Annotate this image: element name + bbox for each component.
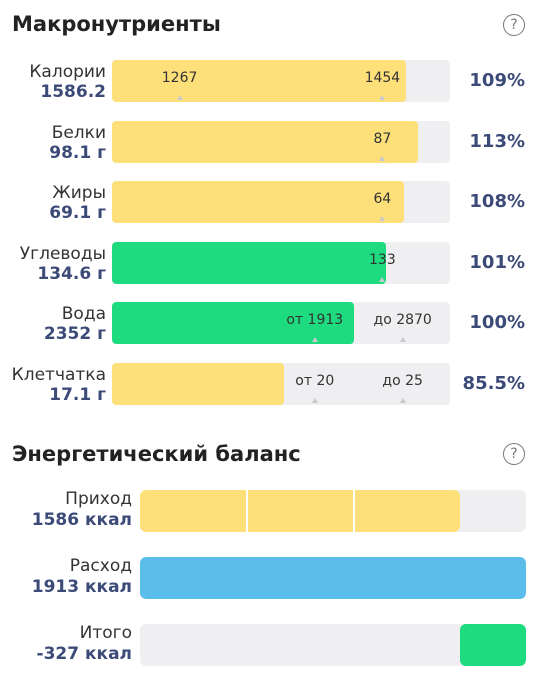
macro-progress-bar: 1267 1454	[112, 60, 450, 102]
macro-name: Жиры	[52, 183, 106, 203]
macro-progress-fill	[112, 181, 405, 223]
energy-label: Итого -327 ккал	[37, 623, 132, 665]
energy-name: Приход	[65, 489, 132, 509]
energy-bar	[140, 624, 526, 666]
macro-name: Калории	[29, 62, 106, 82]
macro-value: 69.1 г	[49, 203, 106, 223]
macro-target-label: 1454	[364, 70, 401, 86]
macros-help-icon[interactable]: ?	[503, 14, 525, 36]
macro-target-tick	[399, 337, 406, 342]
energy-value: -327 ккал	[36, 644, 132, 664]
macro-name: Углеводы	[19, 243, 106, 264]
macro-row: Клетчатка 17.1 г от 20 до 25 85.5%	[0, 362, 544, 423]
macro-target-label: от 1913	[286, 312, 344, 328]
energy-title: Энергетический баланс	[12, 442, 301, 466]
energy-value: 1586 ккал	[31, 510, 132, 530]
macro-value: 1586.2	[40, 82, 106, 102]
energy-bar-fill	[140, 490, 461, 532]
macro-row: Калории 1586.2 1267 1454 109%	[0, 60, 544, 120]
energy-bar-fill	[140, 557, 526, 599]
macro-label: Клетчатка 17.1 г	[12, 365, 106, 405]
macro-progress-bar: 64	[112, 181, 450, 223]
macro-name: Клетчатка	[11, 364, 106, 385]
macro-target-tick	[399, 397, 406, 403]
macro-label: Углеводы 134.6 г	[20, 244, 106, 284]
macro-target-label: до 2870	[373, 312, 432, 328]
macro-target-tick	[379, 216, 386, 221]
macro-value: 134.6 г	[37, 263, 106, 284]
energy-row: Приход 1586 ккал	[0, 488, 544, 534]
macro-label: Жиры 69.1 г	[49, 183, 106, 223]
macro-progress-fill	[112, 60, 407, 102]
macro-progress-fill	[112, 120, 418, 163]
macro-target-tick	[379, 155, 386, 161]
energy-bar	[140, 557, 526, 599]
macro-row: Углеводы 134.6 г 133 101%	[0, 241, 544, 302]
energy-name: Итого	[79, 623, 132, 643]
macro-target-tick	[311, 337, 318, 342]
macro-percent: 108%	[469, 191, 525, 212]
energy-bar	[140, 490, 526, 532]
macro-target-tick	[176, 95, 183, 100]
macro-target-tick	[379, 95, 386, 100]
macro-row: Вода 2352 г от 1913 до 2870 100%	[0, 302, 544, 362]
macro-percent: 113%	[469, 130, 525, 152]
macro-percent: 109%	[469, 70, 525, 91]
macro-label: Вода 2352 г	[44, 304, 106, 344]
macro-percent: 101%	[469, 251, 525, 273]
macro-label: Белки 98.1 г	[49, 123, 106, 163]
macro-name: Белки	[51, 122, 106, 143]
energy-label: Приход 1586 ккал	[32, 489, 132, 531]
energy-help-icon[interactable]: ?	[503, 443, 525, 465]
macro-target-label: 64	[373, 191, 392, 207]
energy-label: Расход 1913 ккал	[32, 556, 132, 598]
energy-segment-divider	[245, 490, 248, 532]
macro-value: 98.1 г	[49, 142, 106, 163]
macro-target-tick	[379, 276, 386, 282]
energy-segment-divider	[352, 490, 355, 532]
macro-percent: 85.5%	[462, 372, 525, 394]
macro-progress-bar: 87	[112, 120, 450, 163]
energy-row: Итого -327 ккал	[0, 622, 544, 668]
macro-percent: 100%	[469, 312, 525, 333]
macro-target-tick	[311, 397, 318, 403]
energy-value: 1913 ккал	[31, 577, 132, 597]
macro-progress-fill	[112, 241, 386, 284]
macro-name: Вода	[61, 304, 106, 324]
macro-progress-bar: от 1913 до 2870	[112, 302, 450, 344]
energy-row: Расход 1913 ккал	[0, 555, 544, 601]
macro-target-label: 133	[369, 251, 396, 268]
macro-value: 17.1 г	[49, 384, 106, 405]
macros-title: Макронутриенты	[12, 12, 221, 36]
macro-target-label: 1267	[161, 70, 198, 86]
macro-row: Жиры 69.1 г 64 108%	[0, 181, 544, 241]
macro-target-label: 87	[373, 130, 392, 147]
macro-label: Калории 1586.2	[29, 62, 106, 102]
energy-name: Расход	[69, 556, 132, 576]
macro-row: Белки 98.1 г 87 113%	[0, 120, 544, 181]
macro-progress-bar: от 20 до 25	[112, 362, 450, 405]
macro-target-label: от 20	[295, 372, 335, 389]
energy-bar-fill	[460, 624, 526, 666]
macro-target-label: до 25	[382, 372, 423, 389]
macro-progress-bar: 133	[112, 241, 450, 284]
macro-progress-fill	[112, 362, 285, 405]
macro-value: 2352 г	[43, 324, 106, 344]
